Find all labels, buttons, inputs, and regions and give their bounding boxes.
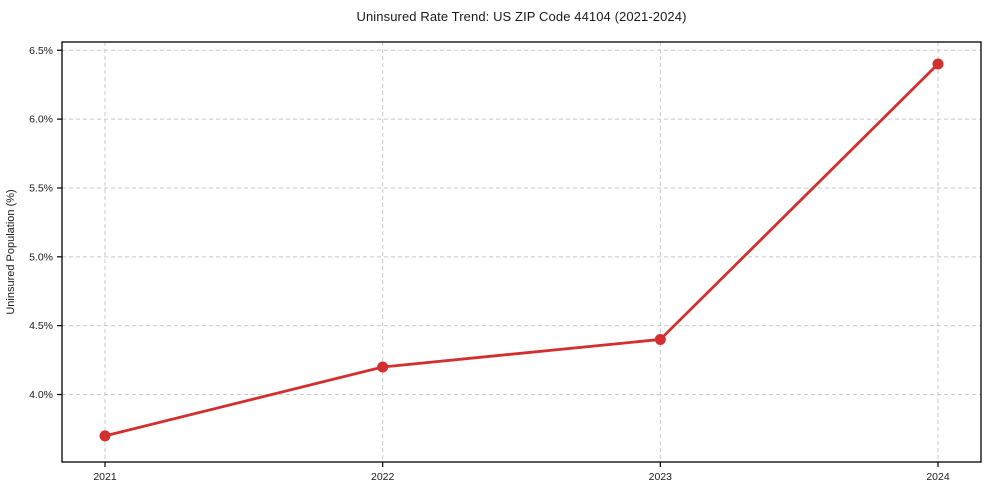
data-point-marker [99,430,111,442]
x-tick-label: 2022 [371,471,395,483]
plot-border [61,41,982,463]
y-tick-label: 5.5% [29,182,53,194]
x-tick-label: 2023 [649,471,673,483]
x-tick-label: 2024 [926,471,950,483]
x-axis: 2021 2022 2023 2024 [93,462,950,483]
data-point-marker [377,361,389,373]
y-axis: 4.0% 4.5% 5.0% 5.5% 6.0% 6.5% [29,45,62,401]
series-line [103,62,940,438]
y-tick-label: 4.0% [29,389,53,401]
chart-title: Uninsured Rate Trend: US ZIP Code 44104 … [356,9,687,24]
y-tick-label: 6.5% [29,45,53,57]
x-tick-label: 2021 [93,471,117,483]
y-tick-label: 6.0% [29,114,53,126]
y-tick-label: 5.0% [29,251,53,263]
y-axis-label: Uninsured Population (%) [5,189,17,314]
data-point-marker [932,58,944,70]
data-point-marker [654,333,666,345]
y-tick-label: 4.5% [29,320,53,332]
grid-lines [62,42,981,462]
